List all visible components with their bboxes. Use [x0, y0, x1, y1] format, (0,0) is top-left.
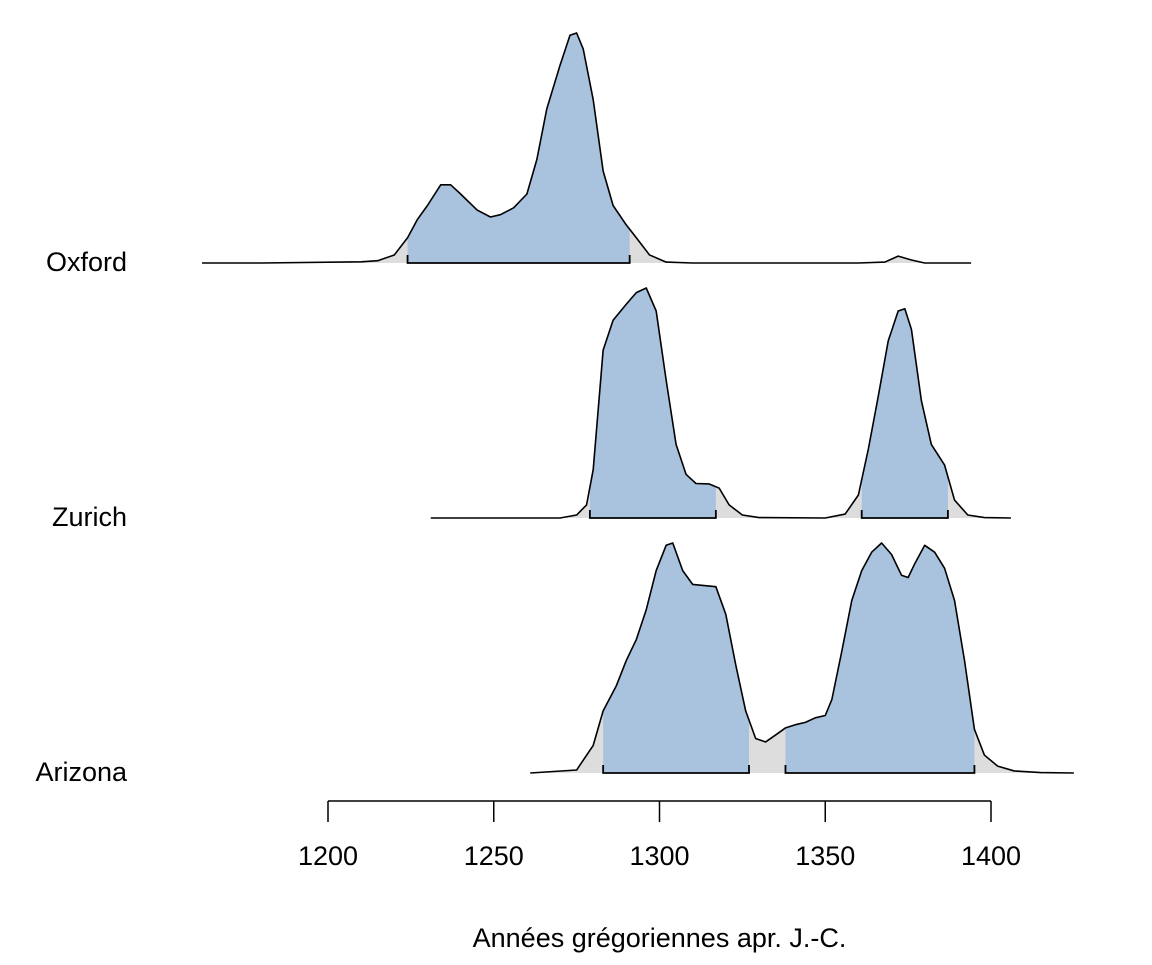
x-axis-title: Années grégoriennes apr. J.-C.: [473, 923, 847, 953]
y-category-label: Oxford: [46, 247, 127, 277]
interval-bracket: [602, 765, 750, 774]
x-tick-label: 1350: [795, 841, 855, 871]
interval-bracket: [588, 510, 717, 519]
interval-area: [589, 288, 716, 518]
density-line: [530, 542, 1074, 774]
y-category-label: Arizona: [35, 757, 128, 787]
density-line: [430, 287, 1011, 519]
interval-area: [603, 543, 750, 773]
interval-bracket: [860, 510, 949, 519]
x-tick-label: 1400: [961, 841, 1021, 871]
x-tick-label: 1300: [629, 841, 689, 871]
interval-bracket: [784, 765, 976, 774]
interval-area: [785, 543, 975, 773]
interval-area: [861, 308, 948, 518]
interval-bracket: [406, 255, 631, 264]
density-line: [202, 32, 972, 264]
y-category-label: Zurich: [52, 502, 127, 532]
interval-area: [407, 33, 630, 263]
x-tick-label: 1200: [298, 841, 358, 871]
x-tick-label: 1250: [464, 841, 524, 871]
